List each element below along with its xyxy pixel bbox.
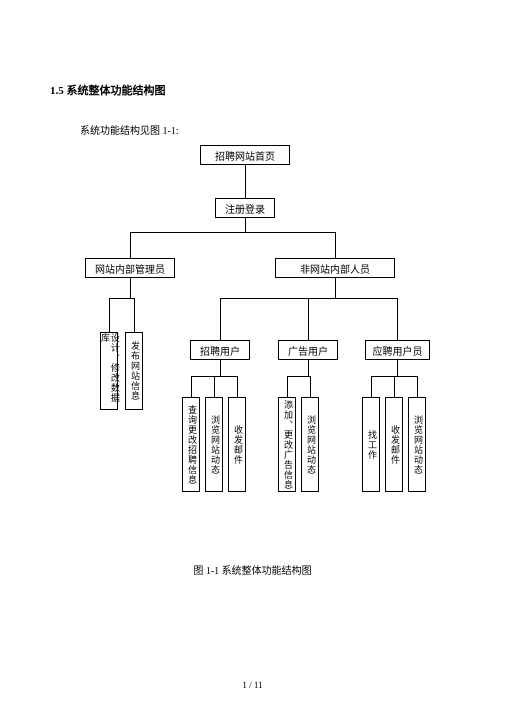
node-label: 找工作: [366, 430, 376, 460]
node-apply: 应聘用户员: [365, 340, 430, 360]
intro-text: 系统功能结构见图 1-1:: [80, 122, 179, 137]
node-label: 浏览网站动态: [305, 415, 315, 475]
node-root: 招聘网站首页: [200, 145, 290, 165]
node-p1: 找工作: [362, 397, 380, 492]
edge: [191, 376, 192, 397]
node-label: 收发邮件: [232, 425, 242, 465]
edge: [310, 376, 311, 397]
edge: [130, 232, 336, 233]
edge: [394, 376, 395, 397]
node-a2: 浏览网站动态: [301, 397, 319, 492]
edge: [287, 376, 311, 377]
node-label: 添加、更改广告信息: [282, 400, 292, 490]
node-admin: 网站内部管理员: [85, 258, 175, 278]
edge: [308, 360, 309, 376]
edge: [335, 278, 336, 298]
node-admin-b: 发布网站信息: [125, 332, 143, 410]
edge: [287, 376, 288, 397]
node-label: 招聘用户: [200, 343, 240, 358]
figure-caption: 图 1-1 系统整体功能结构图: [0, 562, 505, 577]
node-label: 浏览网站动态: [412, 415, 422, 475]
node-r3: 收发邮件: [228, 397, 246, 492]
node-r1: 查询更改招聘信息: [182, 397, 200, 492]
edge: [335, 232, 336, 258]
edge: [397, 360, 398, 376]
node-admin-a: 设计、修改数据库: [100, 332, 118, 410]
node-label: 发布网站信息: [129, 341, 139, 401]
node-login: 注册登录: [215, 198, 275, 218]
edge: [371, 376, 372, 397]
node-adv: 广告用户: [278, 340, 338, 360]
edge: [220, 298, 398, 299]
node-label: 应聘用户员: [373, 343, 423, 358]
edge: [308, 298, 309, 340]
node-r2: 浏览网站动态: [205, 397, 223, 492]
node-label: 注册登录: [225, 201, 265, 216]
node-p2: 收发邮件: [385, 397, 403, 492]
node-label: 设计、修改数据库: [99, 333, 119, 409]
edge: [417, 376, 418, 397]
edge: [220, 360, 221, 376]
edge: [109, 298, 110, 332]
edge: [245, 165, 246, 198]
node-label: 非网站内部人员: [300, 261, 370, 276]
node-a1: 添加、更改广告信息: [278, 397, 296, 492]
document-page: 1.5 系统整体功能结构图 系统功能结构见图 1-1: 招聘网站首页 注册登录 …: [0, 0, 505, 714]
node-nonadmin: 非网站内部人员: [275, 258, 395, 278]
node-label: 招聘网站首页: [215, 148, 275, 163]
node-recruit: 招聘用户: [190, 340, 250, 360]
node-label: 收发邮件: [389, 425, 399, 465]
edge: [220, 298, 221, 340]
edge: [237, 376, 238, 397]
edge: [214, 376, 215, 397]
node-label: 查询更改招聘信息: [186, 405, 196, 485]
edge: [134, 298, 135, 332]
edge: [130, 232, 131, 258]
node-label: 网站内部管理员: [95, 261, 165, 276]
node-p3: 浏览网站动态: [408, 397, 426, 492]
edge: [109, 298, 135, 299]
node-label: 浏览网站动态: [209, 415, 219, 475]
edge: [397, 298, 398, 340]
edge: [245, 218, 246, 232]
node-label: 广告用户: [288, 343, 328, 358]
edge: [130, 278, 131, 298]
page-number: 1 / 11: [0, 680, 505, 690]
section-heading: 1.5 系统整体功能结构图: [50, 82, 166, 98]
